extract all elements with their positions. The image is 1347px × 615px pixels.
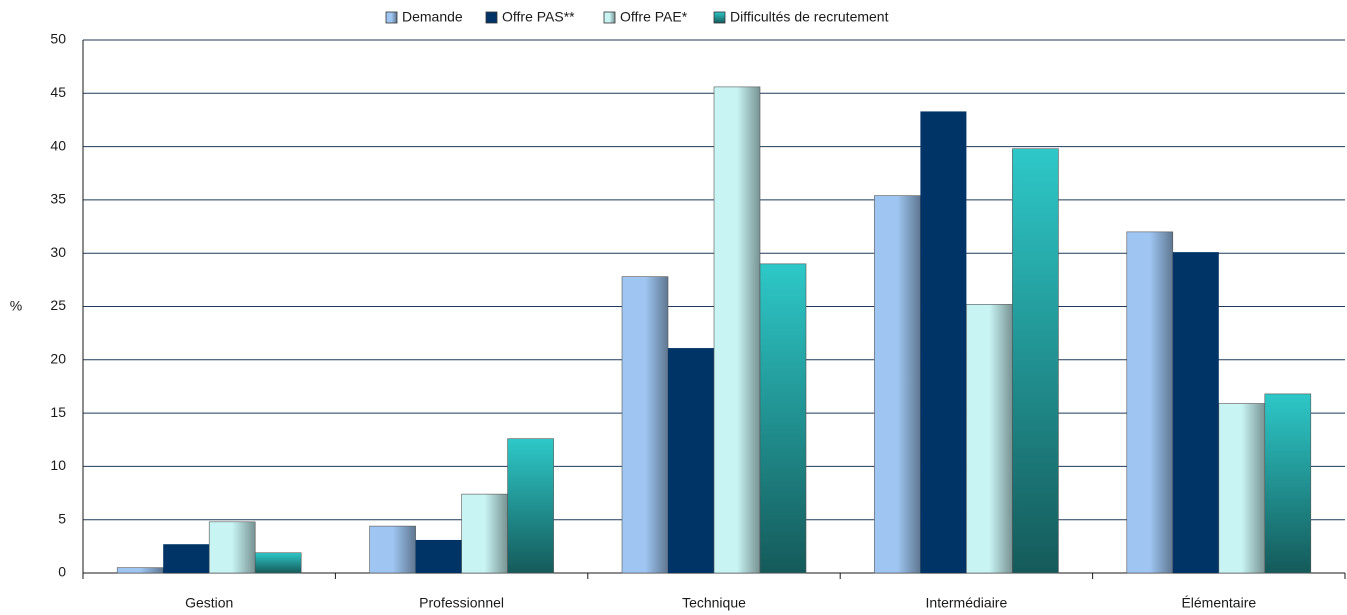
y-tick-label: 35 xyxy=(50,191,66,207)
y-tick-label: 0 xyxy=(58,564,66,580)
y-tick-label: 20 xyxy=(50,351,66,367)
bar xyxy=(621,276,669,574)
bar xyxy=(966,304,1013,574)
bar xyxy=(415,539,462,573)
bar xyxy=(1218,403,1266,574)
bar xyxy=(116,567,164,574)
bar xyxy=(874,195,921,574)
bar xyxy=(1126,231,1174,574)
y-tick-label: 50 xyxy=(50,31,66,47)
y-axis-label: % xyxy=(10,298,22,314)
legend-label: Offre PAS** xyxy=(502,9,575,25)
y-tick-label: 30 xyxy=(50,244,66,260)
bar xyxy=(1012,148,1059,574)
bar xyxy=(461,493,508,574)
bar xyxy=(254,552,302,574)
bar xyxy=(713,86,761,574)
y-tick-label: 45 xyxy=(50,84,66,100)
bar xyxy=(369,525,416,574)
bar xyxy=(208,521,256,574)
bar xyxy=(163,544,210,573)
bar xyxy=(759,263,807,574)
x-tick-label: Élémentaire xyxy=(1181,595,1256,611)
legend-swatch xyxy=(485,11,498,24)
y-tick-label: 40 xyxy=(50,137,66,153)
legend-swatch xyxy=(603,11,616,24)
y-tick-label: 15 xyxy=(50,404,66,420)
legend-swatch xyxy=(713,11,726,24)
legend-label: Difficultés de recrutement xyxy=(730,9,889,25)
y-tick-label: 5 xyxy=(58,510,66,526)
x-tick-label: Professionnel xyxy=(419,595,504,611)
bar xyxy=(1172,252,1219,573)
x-tick-label: Intermédiaire xyxy=(926,595,1008,611)
bar xyxy=(507,438,554,574)
legend-swatch xyxy=(385,11,398,24)
legend-label: Demande xyxy=(402,9,463,25)
y-tick-label: 25 xyxy=(50,297,66,313)
x-tick-label: Technique xyxy=(682,595,746,611)
bar xyxy=(668,348,714,573)
bar xyxy=(1264,393,1312,574)
y-tick-label: 10 xyxy=(50,457,66,473)
legend-label: Offre PAE* xyxy=(620,9,688,25)
bar xyxy=(920,111,967,573)
x-tick-label: Gestion xyxy=(185,595,233,611)
